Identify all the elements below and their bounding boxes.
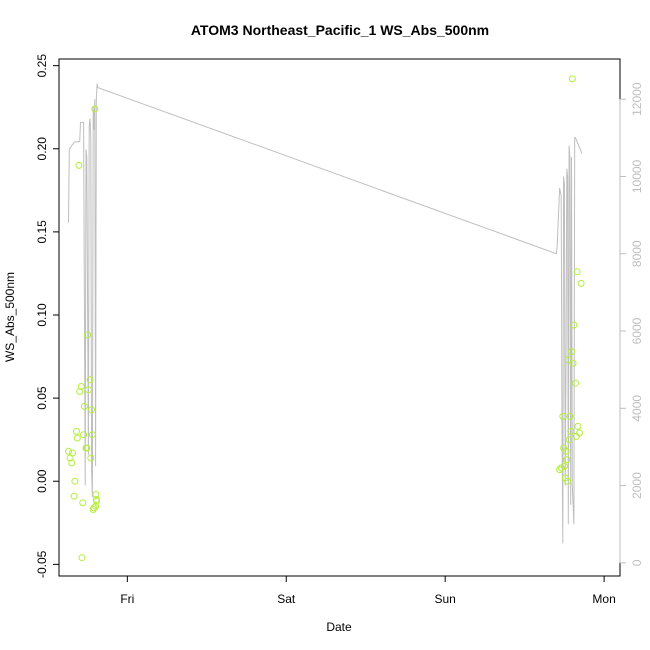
points-layer [65, 75, 585, 562]
altitude-line [68, 83, 583, 544]
x-axis-label: Date [326, 620, 352, 634]
data-point [568, 75, 576, 83]
y-tick-label: 0.05 [35, 386, 49, 410]
data-point [79, 499, 87, 507]
data-point [69, 449, 76, 457]
data-point [577, 279, 585, 287]
data-point [73, 434, 81, 442]
y2-tick-label: 12000 [630, 82, 644, 116]
y2-tick-label: 10000 [630, 159, 644, 193]
y2-tick-label: 0 [630, 559, 644, 566]
data-point [71, 477, 79, 485]
data-point [76, 388, 84, 395]
data-point [84, 386, 92, 394]
chart-title: ATOM3 Northeast_Pacific_1 WS_Abs_500nm [191, 22, 489, 38]
y2-tick-label: 6000 [630, 317, 644, 344]
y2-axis: 0 2000 4000 6000 8000 10000 12000 [619, 82, 644, 566]
data-point [560, 462, 568, 470]
altitude-line-layer [68, 83, 583, 544]
y-axis-label: WS_Abs_500nm [3, 272, 17, 362]
data-point [90, 504, 98, 512]
data-point [77, 383, 85, 390]
y-tick-label: 0.15 [35, 220, 49, 244]
data-point [562, 447, 570, 455]
data-point [92, 502, 100, 510]
x-tick-label: Fri [120, 592, 134, 606]
data-point [78, 554, 86, 562]
y-tick-label: 0.10 [35, 303, 49, 327]
data-point [576, 429, 583, 437]
data-point [80, 431, 88, 439]
data-point [572, 379, 579, 387]
x-tick-label: Sun [435, 592, 456, 606]
data-point [573, 268, 581, 276]
data-point [84, 331, 92, 339]
data-point [93, 497, 101, 505]
data-point [91, 105, 99, 113]
data-point [570, 321, 578, 329]
data-point [556, 466, 564, 474]
data-point [569, 359, 577, 367]
data-point [86, 376, 94, 384]
data-point [567, 427, 575, 435]
y2-tick-label: 8000 [630, 240, 644, 267]
data-point [83, 444, 91, 452]
data-point [563, 456, 571, 464]
data-point [568, 348, 575, 356]
data-point [80, 402, 88, 410]
data-point [88, 406, 96, 414]
data-point [559, 412, 567, 420]
y-tick-label: 0.00 [35, 469, 49, 493]
y-tick-label: 0.25 [35, 54, 49, 78]
data-point [65, 447, 72, 455]
y-axis: -0.05 0.00 0.05 0.10 0.15 0.20 0.25 [35, 54, 60, 578]
x-axis: Fri Sat Sun Mon [120, 575, 616, 606]
data-point [70, 492, 78, 500]
data-point [73, 427, 80, 435]
y-tick-label: 0.20 [35, 137, 49, 161]
data-point [564, 356, 572, 364]
x-tick-label: Mon [592, 592, 615, 606]
data-point [566, 412, 574, 420]
data-point [92, 491, 100, 498]
y-tick-label: -0.05 [35, 550, 49, 578]
y2-tick-label: 2000 [630, 472, 644, 499]
data-point [574, 422, 582, 430]
y2-tick-label: 4000 [630, 395, 644, 422]
data-point [565, 436, 573, 444]
data-point [88, 431, 96, 439]
data-point [564, 477, 572, 485]
data-point [87, 454, 95, 462]
x-tick-label: Sat [277, 592, 296, 606]
plot-box [58, 58, 621, 577]
data-point [75, 161, 83, 169]
data-point [68, 459, 76, 467]
